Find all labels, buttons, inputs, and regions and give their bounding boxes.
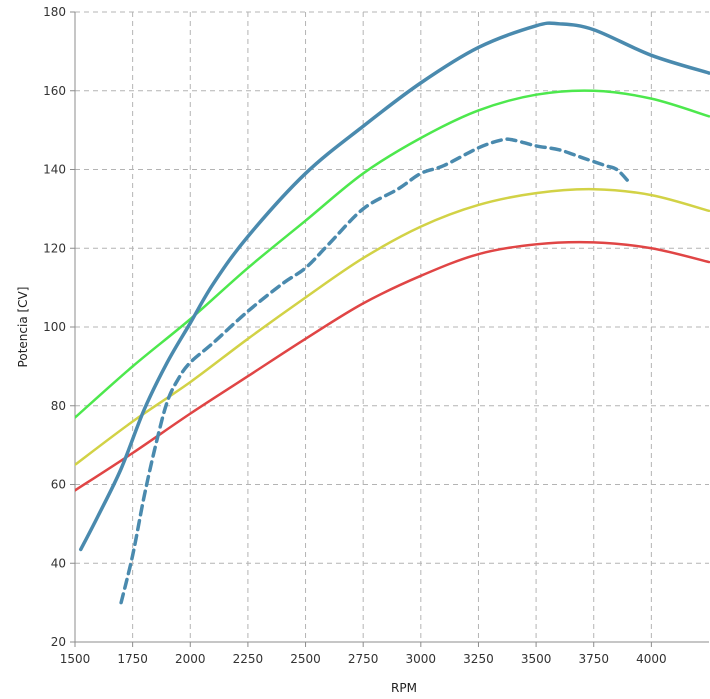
tick-labels: 1500 1750 2000 2250 2500 2750 3000 3250 3500 3750… <box>43 5 667 666</box>
y-tick-label: 40 <box>51 556 66 570</box>
x-tick-label: 2250 <box>233 652 264 666</box>
y-tick-label: 60 <box>51 478 66 492</box>
x-tick-label: 3500 <box>521 652 552 666</box>
x-tick-label: 2000 <box>175 652 206 666</box>
x-tick-label: 2500 <box>290 652 321 666</box>
series-line-1 <box>75 240 710 492</box>
series-lines <box>75 21 710 605</box>
y-tick-label: 160 <box>43 84 66 98</box>
y-tick-label: 100 <box>43 320 66 334</box>
y-tick-label: 180 <box>43 5 66 19</box>
x-tick-label: 4000 <box>636 652 667 666</box>
series-line-5 <box>119 137 631 605</box>
x-tick-label: 2750 <box>348 652 379 666</box>
y-tick-label: 140 <box>43 163 66 177</box>
y-axis-title: Potencia [CV] <box>16 287 30 368</box>
series-line-3 <box>75 89 710 419</box>
axes <box>70 11 709 647</box>
y-tick-label: 80 <box>51 399 66 413</box>
grid <box>75 11 709 642</box>
x-tick-label: 3250 <box>463 652 494 666</box>
series-line-4 <box>79 21 710 552</box>
x-axis-title: RPM <box>391 681 417 695</box>
x-tick-label: 1500 <box>60 652 91 666</box>
x-tick-label: 3000 <box>406 652 437 666</box>
x-tick-label: 1750 <box>117 652 148 666</box>
y-tick-label: 20 <box>51 635 66 649</box>
series-line-2 <box>75 187 710 467</box>
x-tick-label: 3750 <box>578 652 609 666</box>
y-tick-label: 120 <box>43 241 66 255</box>
